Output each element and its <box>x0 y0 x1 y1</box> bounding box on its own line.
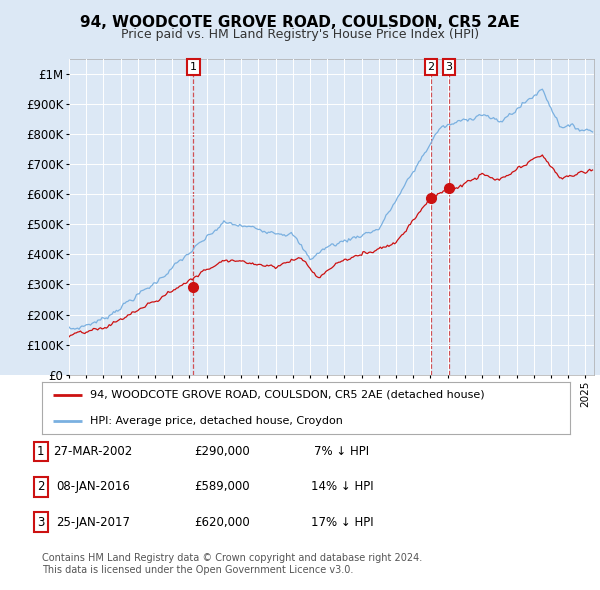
Text: Price paid vs. HM Land Registry's House Price Index (HPI): Price paid vs. HM Land Registry's House … <box>121 28 479 41</box>
Text: 2: 2 <box>37 480 44 493</box>
Text: 27-MAR-2002: 27-MAR-2002 <box>53 445 133 458</box>
Text: HPI: Average price, detached house, Croydon: HPI: Average price, detached house, Croy… <box>89 416 343 425</box>
Text: 3: 3 <box>37 516 44 529</box>
Text: 2: 2 <box>427 62 434 72</box>
Text: 1: 1 <box>37 445 44 458</box>
Text: 94, WOODCOTE GROVE ROAD, COULSDON, CR5 2AE (detached house): 94, WOODCOTE GROVE ROAD, COULSDON, CR5 2… <box>89 390 484 399</box>
Text: 17% ↓ HPI: 17% ↓ HPI <box>311 516 373 529</box>
Text: Contains HM Land Registry data © Crown copyright and database right 2024.
This d: Contains HM Land Registry data © Crown c… <box>42 553 422 575</box>
Text: £290,000: £290,000 <box>194 445 250 458</box>
Text: 94, WOODCOTE GROVE ROAD, COULSDON, CR5 2AE: 94, WOODCOTE GROVE ROAD, COULSDON, CR5 2… <box>80 15 520 30</box>
Text: 25-JAN-2017: 25-JAN-2017 <box>56 516 130 529</box>
Text: 08-JAN-2016: 08-JAN-2016 <box>56 480 130 493</box>
Text: 14% ↓ HPI: 14% ↓ HPI <box>311 480 373 493</box>
Text: £589,000: £589,000 <box>194 480 250 493</box>
Text: 1: 1 <box>190 62 197 72</box>
Text: 7% ↓ HPI: 7% ↓ HPI <box>314 445 370 458</box>
Text: 3: 3 <box>445 62 452 72</box>
Text: £620,000: £620,000 <box>194 516 250 529</box>
